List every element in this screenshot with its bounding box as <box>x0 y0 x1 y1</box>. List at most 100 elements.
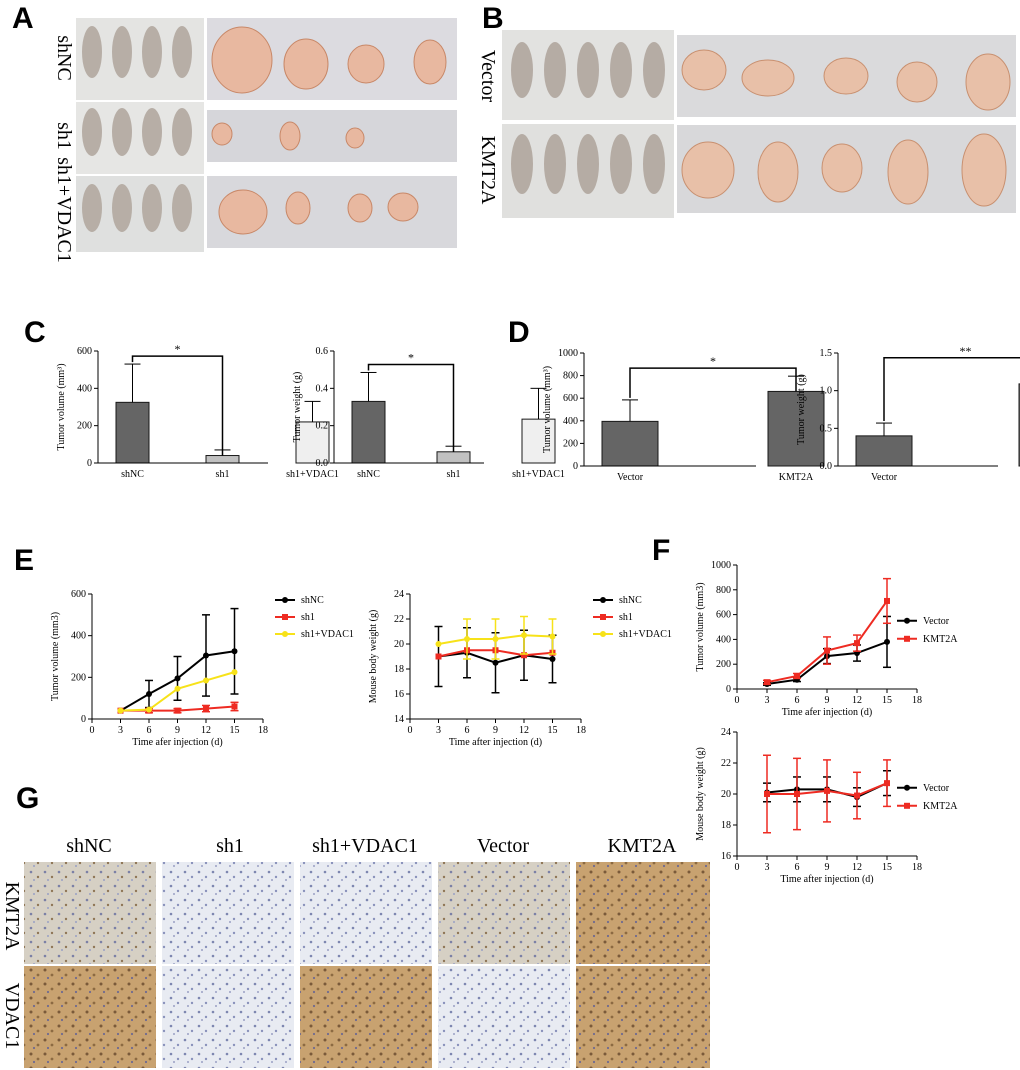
F2-x-tick-label: 12 <box>852 862 862 873</box>
F1-x-tick-label: 12 <box>852 695 862 706</box>
D1-x-tick-label: Vector <box>617 472 644 483</box>
F1-data-point <box>824 647 830 654</box>
E2-x-tick-label: 0 <box>408 725 413 736</box>
C1-y-tick-label: 600 <box>77 346 92 357</box>
F2-data-point <box>764 791 770 797</box>
row-label-kmt2a: KMT2A <box>477 136 499 205</box>
ihc-col-kmt2a: KMT2A <box>608 835 677 857</box>
row-label-shnc: shNC <box>53 35 75 81</box>
F2-y-tick-label: 16 <box>721 851 731 862</box>
E1-data-point <box>174 685 181 692</box>
F1-data-point <box>764 679 770 686</box>
E2-series-shnc: shNC <box>434 595 642 694</box>
row-label-sh1: sh1 <box>53 122 75 150</box>
F2-legend-marker <box>904 802 910 809</box>
E1-series-shnc: shNC <box>117 595 324 714</box>
E1-data-point <box>117 707 124 714</box>
D2-y-tick-label: 0.5 <box>820 423 833 434</box>
D1-y-tick-label: 1000 <box>558 348 578 359</box>
F1-y-tick-label: 200 <box>716 659 731 670</box>
panel-label-e: E <box>14 544 34 577</box>
panel-label-f: F <box>652 534 670 567</box>
F1-x-tick-label: 6 <box>795 695 800 706</box>
F2-y-tick-label: 22 <box>721 758 731 769</box>
ihc-vdac1-shnc <box>24 966 156 1068</box>
F2-legend-label: KMT2A <box>923 801 958 812</box>
E2-y-tick-label: 14 <box>394 714 404 725</box>
C2-significance-bracket <box>367 363 455 452</box>
F1-y-axis-label: Tumor volume (mm3) <box>695 582 706 671</box>
chart-f-body-weight: 0 3 6 9 12 15 18 Time after injection (d) 16 18 20… <box>695 727 958 885</box>
C2-y-tick-label: 0.2 <box>316 421 329 432</box>
D2-significance-label: ** <box>960 344 972 358</box>
E2-y-tick-label: 16 <box>394 689 404 700</box>
E2-data-point <box>521 652 527 659</box>
C1-y-tick-label: 400 <box>77 383 92 394</box>
E2-x-tick-label: 9 <box>493 725 498 736</box>
E2-legend-label: shNC <box>619 595 642 606</box>
D1-y-tick-label: 200 <box>563 438 578 449</box>
E2-legend-label: sh1 <box>619 612 633 623</box>
E2-x-tick-label: 6 <box>465 725 470 736</box>
E1-x-tick-label: 3 <box>118 725 123 736</box>
chart-e-tumor-volume: 0 3 6 9 12 15 18 Time afer injection (d) 0 200 400… <box>50 589 354 748</box>
D1-y-tick-label: 400 <box>563 416 578 427</box>
E1-data-point <box>231 669 238 676</box>
E2-y-tick-label: 18 <box>394 664 404 675</box>
F1-legend-marker <box>904 617 910 624</box>
F2-y-tick-label: 18 <box>721 820 731 831</box>
ihc-kmt2a-kmt2a <box>576 862 710 964</box>
F1-y-tick-label: 600 <box>716 610 731 621</box>
F1-legend-marker <box>904 635 910 642</box>
ihc-col-shnc: shNC <box>66 835 112 857</box>
E1-data-point <box>174 707 181 714</box>
F2-x-tick-label: 9 <box>825 862 830 873</box>
E1-x-tick-label: 9 <box>175 725 180 736</box>
ihc-col-sh1: sh1 <box>216 835 244 857</box>
F1-data-point <box>884 638 890 645</box>
row-label-sh1-vdac1: sh1+VDAC1 <box>53 157 75 263</box>
D1-significance-bracket <box>629 367 797 398</box>
panel-a-photos: shNC sh1 sh1+VDAC1 <box>53 18 457 263</box>
C1-significance-bracket <box>131 355 224 456</box>
F1-x-tick-label: 15 <box>882 695 892 706</box>
F2-data-point <box>884 780 890 787</box>
E1-series-sh1-vdac1: sh1+VDAC1 <box>117 629 354 714</box>
F1-legend-label: KMT2A <box>923 634 958 645</box>
ihc-vdac1-kmt2a <box>576 966 710 1068</box>
C2-significance-label: * <box>408 350 414 364</box>
D2-y-tick-label: 1.0 <box>820 386 833 397</box>
F2-data-point <box>854 792 860 799</box>
chart-d-tumor-volume: 0 200 400 600 800 1000 Tumor volume (mm³) Vecto… <box>542 348 825 483</box>
D2-x-tick-label: Vector <box>871 472 898 483</box>
panel-g-ihc: shNC sh1 sh1+VDAC1 Vector KMT2A KMT2A VD… <box>1 835 710 1068</box>
tumors-a <box>211 26 447 235</box>
E1-y-axis-label: Tumor volume (mm3) <box>50 612 61 701</box>
E2-data-point <box>464 636 470 642</box>
F1-x-tick-label: 0 <box>735 695 740 706</box>
E2-data-point <box>521 632 527 639</box>
E1-data-point <box>203 652 209 659</box>
panel-label-g: G <box>16 782 39 815</box>
E1-x-tick-label: 0 <box>90 725 95 736</box>
E2-legend-marker <box>600 597 606 603</box>
ihc-col-sh1-vdac1: sh1+VDAC1 <box>312 835 418 857</box>
E2-legend-marker <box>600 614 606 620</box>
F2-x-tick-label: 0 <box>735 862 740 873</box>
panel-label-c: C <box>24 316 46 349</box>
C2-y-tick-label: 0.4 <box>316 383 329 394</box>
F1-x-tick-label: 3 <box>765 695 770 706</box>
C1-significance-label: * <box>175 342 181 356</box>
E1-x-axis-label: Time afer injection (d) <box>132 737 222 748</box>
C2-bar-sh1+vdac1 <box>521 418 556 464</box>
E1-legend-label: sh1+VDAC1 <box>301 629 354 640</box>
F1-y-tick-label: 400 <box>716 634 731 645</box>
F2-x-axis-label: Time after injection (d) <box>780 874 873 885</box>
F1-data-point <box>884 597 890 604</box>
F2-data-point <box>824 787 830 794</box>
C1-y-tick-label: 0 <box>87 458 92 469</box>
F1-legend-label: Vector <box>923 616 950 627</box>
E2-data-point <box>549 633 556 640</box>
F1-y-tick-label: 0 <box>726 684 731 695</box>
